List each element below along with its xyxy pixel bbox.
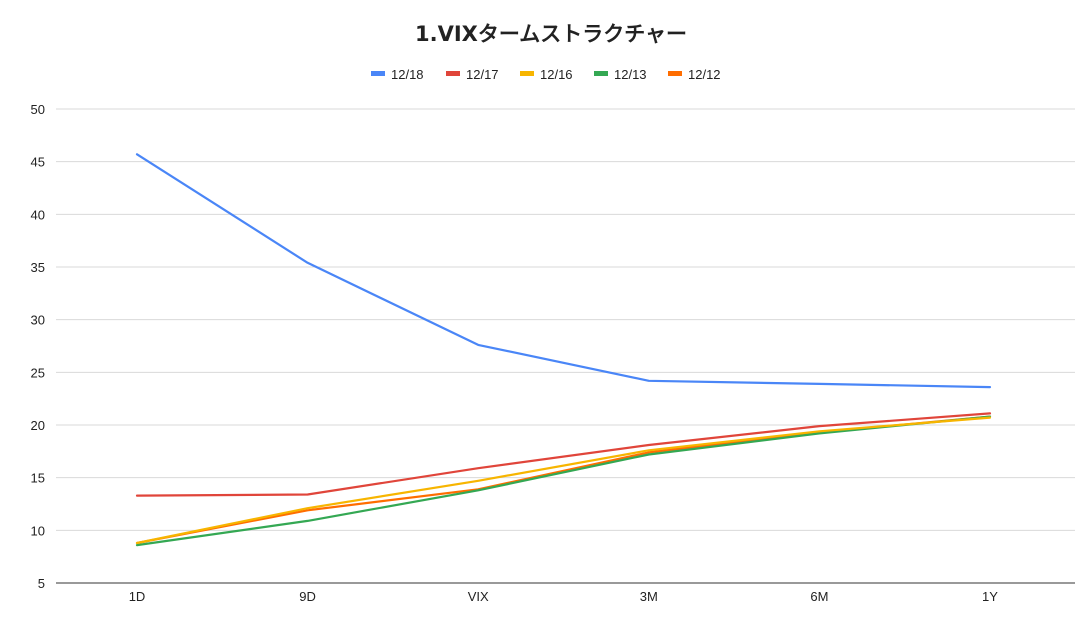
legend-swatch [446, 71, 460, 76]
x-tick-label: 3M [640, 589, 658, 604]
legend-label: 12/12 [688, 67, 721, 82]
y-tick-label: 5 [38, 576, 45, 591]
x-tick-label: 1D [129, 589, 146, 604]
y-tick-label: 50 [31, 102, 45, 117]
legend-swatch [594, 71, 608, 76]
legend-item: 12/17 [446, 67, 499, 82]
series-line-12-17 [135, 412, 992, 497]
y-tick-label: 35 [31, 260, 45, 275]
series-lines [135, 153, 992, 547]
x-tick-label: VIX [468, 589, 489, 604]
x-tick-label: 1Y [982, 589, 998, 604]
legend-swatch [371, 71, 385, 76]
y-tick-label: 10 [31, 523, 45, 538]
legend-item: 12/12 [668, 67, 721, 82]
y-tick-label: 45 [31, 155, 45, 170]
x-tick-label: 9D [299, 589, 316, 604]
y-tick-label: 40 [31, 207, 45, 222]
y-axis-ticks: 5 10 15 20 25 30 35 40 45 50 [31, 102, 45, 591]
y-tick-label: 25 [31, 365, 45, 380]
legend-item: 12/16 [520, 67, 573, 82]
series-line-12-12 [135, 415, 992, 545]
legend-label: 12/16 [540, 67, 573, 82]
x-tick-label: 6M [810, 589, 828, 604]
series-line-12-13 [135, 415, 992, 547]
y-tick-label: 15 [31, 471, 45, 486]
legend-label: 12/18 [391, 67, 424, 82]
series-line-12-16 [135, 416, 992, 545]
chart-legend: 12/18 12/17 12/16 12/13 12/12 [371, 67, 721, 82]
gridlines [56, 108, 1075, 584]
legend-swatch [520, 71, 534, 76]
y-tick-label: 20 [31, 418, 45, 433]
chart-title: 1.VIXタームストラクチャー [415, 22, 687, 46]
legend-label: 12/13 [614, 67, 647, 82]
legend-swatch [668, 71, 682, 76]
x-axis-ticks: 1D 9D VIX 3M 6M 1Y [129, 589, 999, 604]
legend-item: 12/13 [594, 67, 647, 82]
legend-label: 12/17 [466, 67, 499, 82]
y-tick-label: 30 [31, 313, 45, 328]
legend-item: 12/18 [371, 67, 424, 82]
series-line-12-18 [135, 153, 992, 389]
